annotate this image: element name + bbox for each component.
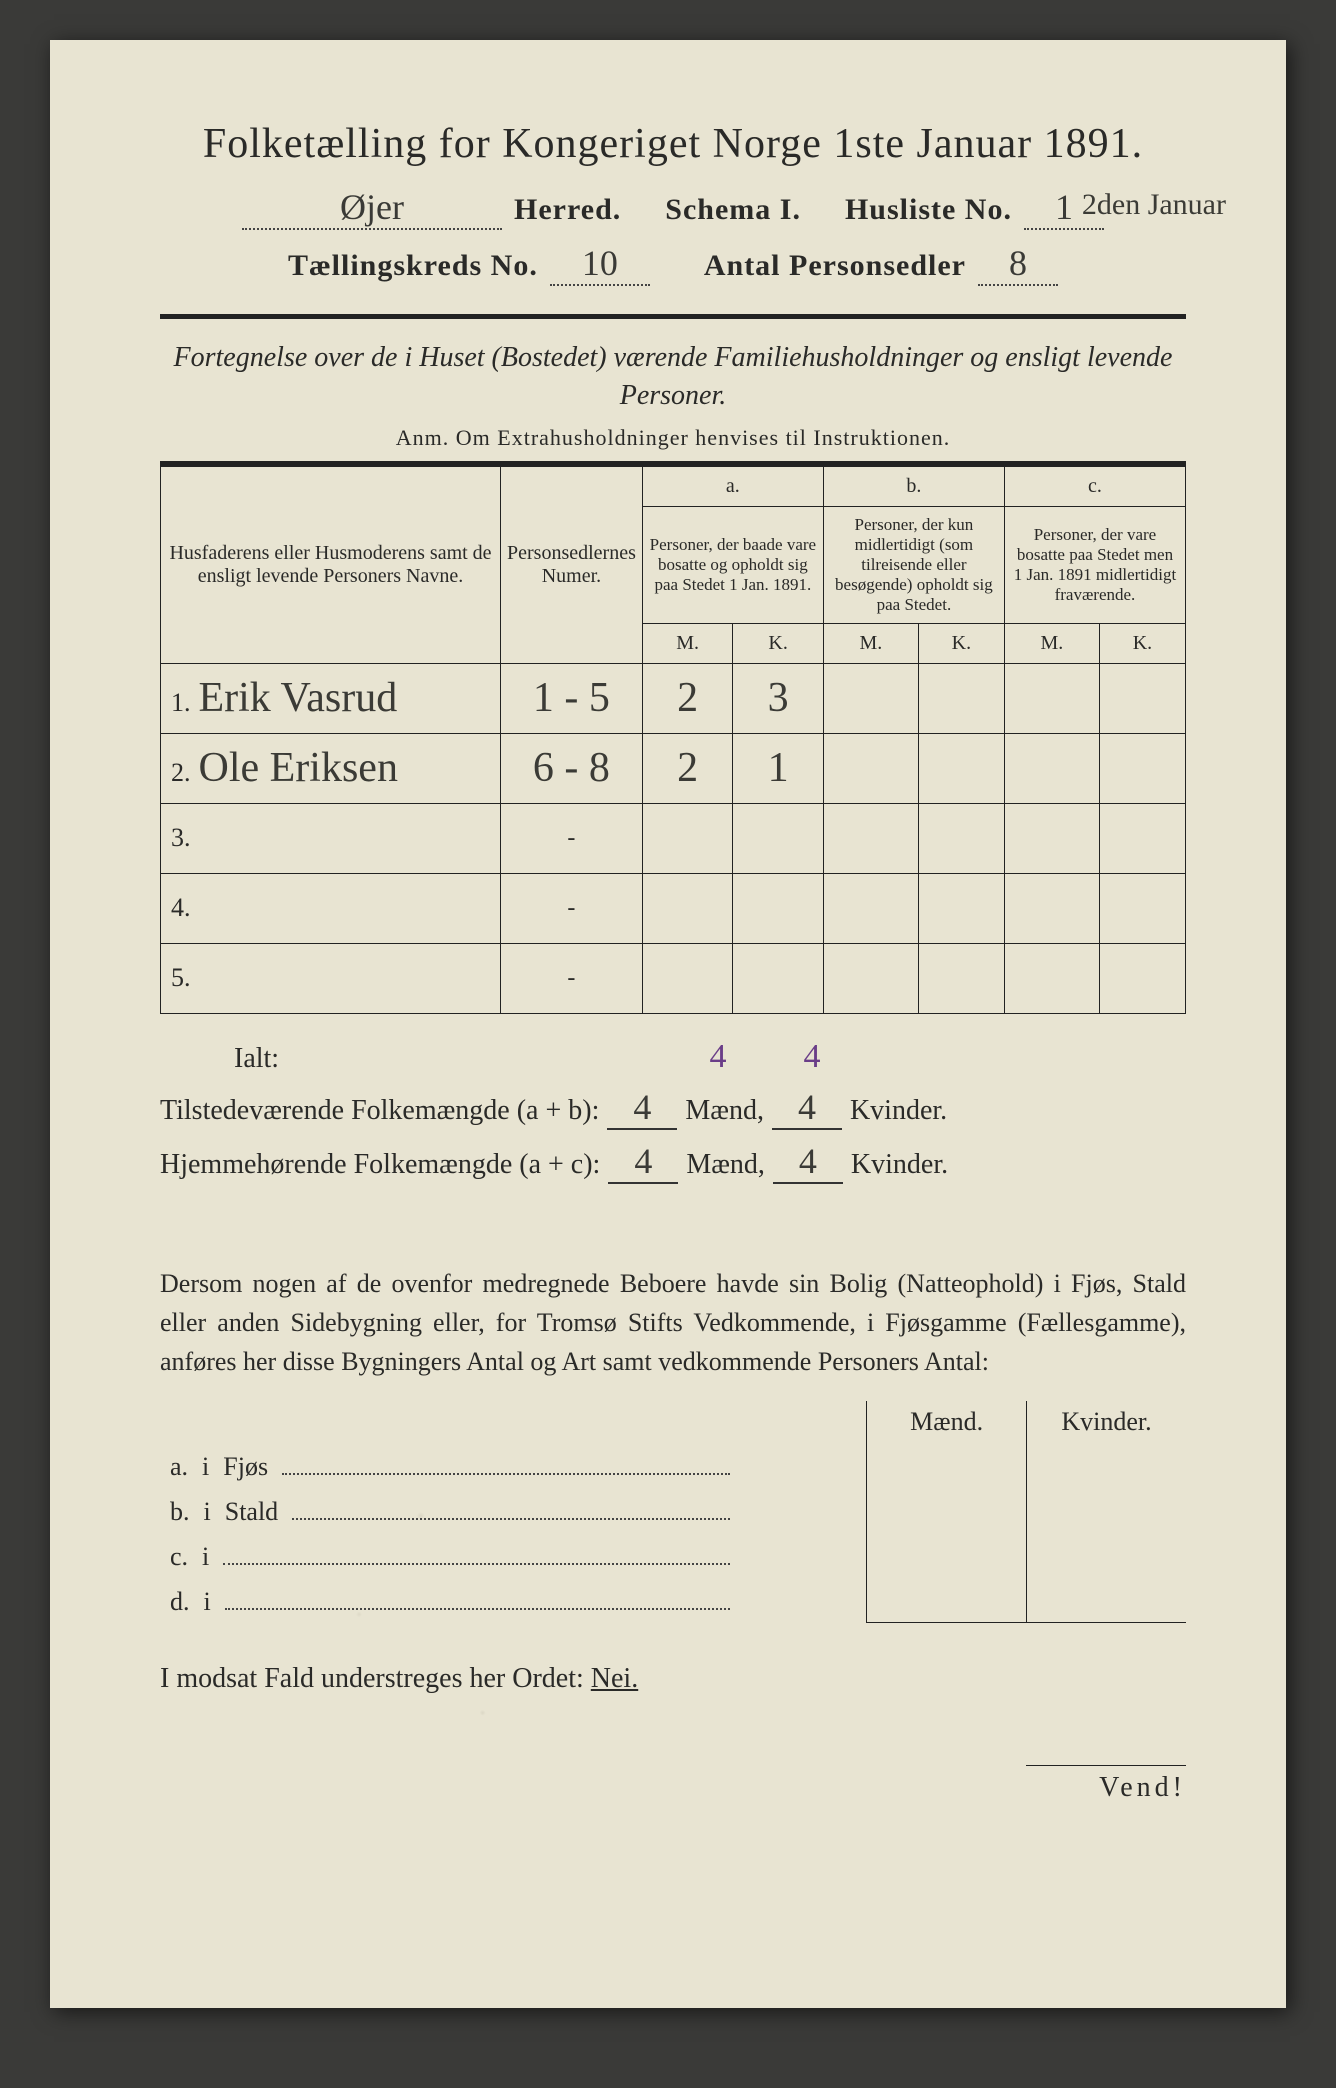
- bk-cell: [918, 733, 1004, 803]
- side-row: a. i Fjøs: [160, 1443, 1186, 1488]
- bk-cell: [918, 663, 1004, 733]
- husliste-value: 1: [1024, 186, 1104, 230]
- table-row: 1.Erik Vasrud 1 - 5 2 3: [161, 663, 1186, 733]
- cm-cell: [1004, 663, 1099, 733]
- hjemme-m: 4: [608, 1140, 678, 1184]
- row-num: 2.: [171, 758, 199, 788]
- side-i: i: [202, 1542, 209, 1572]
- herred-label: Herred.: [514, 193, 621, 227]
- vend-label: Vend!: [1026, 1765, 1186, 1804]
- col-c-header: Personer, der vare bosatte paa Stedet me…: [1004, 506, 1185, 623]
- herred-value: Øjer: [242, 186, 502, 230]
- tilstede-k: 4: [772, 1086, 842, 1130]
- hjemme-line: Hjemmehørende Folkemængde (a + c): 4 Mæn…: [160, 1140, 1186, 1184]
- col-a-header: Personer, der baade vare bosatte og opho…: [642, 506, 823, 623]
- side-key: b.: [170, 1497, 190, 1527]
- row-num: 1.: [171, 688, 199, 718]
- census-form-page: 2den Januar Folketælling for Kongeriget …: [50, 40, 1286, 2008]
- am-cell: 2: [642, 663, 733, 733]
- col-a-label: a.: [642, 464, 823, 507]
- col-b-label: b.: [823, 464, 1004, 507]
- tilstede-m: 4: [607, 1086, 677, 1130]
- bm-cell: [823, 733, 918, 803]
- side-label: Fjøs: [223, 1452, 268, 1482]
- tilstede-line: Tilstedeværende Folkemængde (a + b): 4 M…: [160, 1086, 1186, 1130]
- header-row-1: Øjer Herred. Schema I. Husliste No. 1: [160, 186, 1186, 230]
- row-num: 4.: [171, 893, 199, 923]
- cm-cell: [1004, 733, 1099, 803]
- side-kvinder-header: Kvinder.: [1026, 1401, 1186, 1443]
- divider: [160, 314, 1186, 319]
- ialt-am: 4: [678, 1038, 758, 1076]
- pn-cell: -: [501, 943, 643, 1013]
- pn-cell: -: [501, 803, 643, 873]
- hjemme-label: Hjemmehørende Folkemængde (a + c):: [160, 1149, 600, 1181]
- side-i: i: [204, 1497, 211, 1527]
- nei-word: Nei.: [591, 1663, 638, 1694]
- col-c-label: c.: [1004, 464, 1185, 507]
- households-table: Husfaderens eller Husmoderens samt de en…: [160, 461, 1186, 1014]
- ak-cell: 1: [733, 733, 824, 803]
- kreds-value: 10: [550, 242, 650, 286]
- name-cell: Erik Vasrud: [199, 674, 398, 722]
- ialt-label: Ialt:: [234, 1043, 279, 1075]
- maend-label-2: Mænd,: [686, 1149, 765, 1181]
- pn-cell: -: [501, 873, 643, 943]
- side-buildings-table: Mænd. Kvinder. a. i Fjøs b. i Stald c. i d. i: [160, 1401, 1186, 1624]
- tilstede-label: Tilstedeværende Folkemængde (a + b):: [160, 1095, 599, 1127]
- side-key: d.: [170, 1587, 190, 1617]
- table-row: 2.Ole Eriksen 6 - 8 2 1: [161, 733, 1186, 803]
- a-m: M.: [642, 623, 733, 663]
- row-num: 5.: [171, 963, 199, 993]
- schema-label: Schema I.: [665, 193, 801, 227]
- side-i: i: [202, 1452, 209, 1482]
- side-i: i: [204, 1587, 211, 1617]
- maend-label: Mænd,: [685, 1095, 764, 1127]
- ialt-ak: 4: [772, 1038, 852, 1076]
- side-row: b. i Stald: [160, 1488, 1186, 1533]
- kreds-label: Tællingskreds No.: [288, 249, 538, 283]
- kvinder-label: Kvinder.: [850, 1095, 947, 1127]
- husliste-label: Husliste No.: [845, 193, 1012, 227]
- ck-cell: [1099, 663, 1185, 733]
- ialt-row: Ialt: 4 4: [160, 1038, 1186, 1076]
- pn-cell: 1 - 5: [501, 663, 643, 733]
- nei-text: I modsat Fald understreges her Ordet:: [160, 1663, 584, 1694]
- ak-cell: 3: [733, 663, 824, 733]
- side-building-paragraph: Dersom nogen af de ovenfor medregnede Be…: [160, 1264, 1186, 1381]
- side-maend-header: Mænd.: [867, 1401, 1027, 1443]
- kvinder-label-2: Kvinder.: [851, 1149, 948, 1181]
- hjemme-k: 4: [773, 1140, 843, 1184]
- c-m: M.: [1004, 623, 1099, 663]
- pn-cell: 6 - 8: [501, 733, 643, 803]
- ck-cell: [1099, 733, 1185, 803]
- table-body: 1.Erik Vasrud 1 - 5 2 3 2.Ole Eriksen 6 …: [161, 663, 1186, 1013]
- nei-line: I modsat Fald understreges her Ordet: Ne…: [160, 1663, 1186, 1695]
- b-m: M.: [823, 623, 918, 663]
- subtitle: Fortegnelse over de i Huset (Bostedet) v…: [160, 339, 1186, 415]
- table-row: 3. -: [161, 803, 1186, 873]
- c-k: K.: [1099, 623, 1185, 663]
- col-names-header: Husfaderens eller Husmoderens samt de en…: [161, 464, 501, 664]
- header-row-2: Tællingskreds No. 10 Antal Personsedler …: [160, 242, 1186, 286]
- side-row: c. i: [160, 1533, 1186, 1578]
- form-title: Folketælling for Kongeriget Norge 1ste J…: [160, 120, 1186, 168]
- table-row: 4. -: [161, 873, 1186, 943]
- am-cell: 2: [642, 733, 733, 803]
- side-label: Stald: [225, 1497, 278, 1527]
- side-row: d. i: [160, 1578, 1186, 1623]
- side-key: c.: [170, 1542, 188, 1572]
- side-key: a.: [170, 1452, 188, 1482]
- b-k: K.: [918, 623, 1004, 663]
- antal-label: Antal Personsedler: [704, 249, 966, 283]
- row-num: 3.: [171, 823, 199, 853]
- bm-cell: [823, 663, 918, 733]
- anm-note: Anm. Om Extrahusholdninger henvises til …: [160, 425, 1186, 451]
- table-row: 5. -: [161, 943, 1186, 1013]
- col-pn-header: Personsedlernes Numer.: [501, 464, 643, 664]
- a-k: K.: [733, 623, 824, 663]
- name-cell: Ole Eriksen: [199, 744, 398, 792]
- col-b-header: Personer, der kun midlertidigt (som tilr…: [823, 506, 1004, 623]
- antal-value: 8: [978, 242, 1058, 286]
